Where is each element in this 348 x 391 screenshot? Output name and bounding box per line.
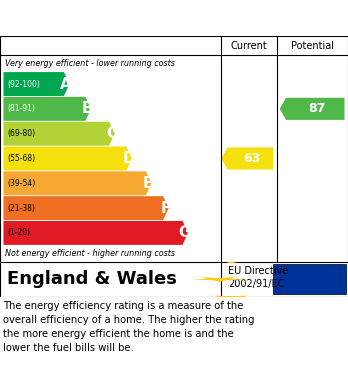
Text: EU Directive
2002/91/EC: EU Directive 2002/91/EC	[228, 266, 288, 289]
Text: Potential: Potential	[291, 41, 334, 50]
Text: G: G	[179, 226, 191, 240]
Polygon shape	[3, 122, 115, 145]
Text: England & Wales: England & Wales	[7, 270, 177, 288]
Polygon shape	[3, 196, 169, 220]
Text: Not energy efficient - higher running costs: Not energy efficient - higher running co…	[5, 249, 175, 258]
Text: (55-68): (55-68)	[8, 154, 36, 163]
Text: 63: 63	[244, 152, 261, 165]
Bar	[273, 264, 346, 294]
Text: Very energy efficient - lower running costs: Very energy efficient - lower running co…	[5, 59, 175, 68]
Text: (1-20): (1-20)	[8, 228, 31, 237]
Polygon shape	[3, 97, 91, 121]
Polygon shape	[221, 147, 273, 170]
Polygon shape	[3, 147, 132, 170]
Polygon shape	[204, 296, 259, 300]
Text: Current: Current	[230, 41, 267, 50]
Text: A: A	[60, 77, 72, 91]
Polygon shape	[327, 309, 348, 314]
Polygon shape	[3, 171, 151, 195]
Text: D: D	[122, 151, 135, 166]
Polygon shape	[280, 98, 345, 120]
Text: F: F	[160, 201, 171, 215]
Polygon shape	[327, 246, 348, 250]
Text: (69-80): (69-80)	[8, 129, 36, 138]
Polygon shape	[282, 240, 337, 245]
Text: (92-100): (92-100)	[8, 79, 40, 88]
Text: E: E	[143, 176, 153, 191]
Polygon shape	[237, 309, 292, 314]
Polygon shape	[3, 72, 70, 96]
Text: Energy Efficiency Rating: Energy Efficiency Rating	[7, 11, 228, 25]
Text: (39-54): (39-54)	[8, 179, 36, 188]
Polygon shape	[282, 314, 337, 318]
Polygon shape	[191, 277, 247, 282]
Text: 87: 87	[308, 102, 326, 115]
Text: C: C	[106, 126, 117, 141]
Text: (81-91): (81-91)	[8, 104, 35, 113]
Polygon shape	[237, 246, 292, 250]
Polygon shape	[3, 221, 188, 245]
Polygon shape	[204, 259, 259, 264]
Text: B: B	[82, 101, 94, 117]
Text: The energy efficiency rating is a measure of the
overall efficiency of a home. T: The energy efficiency rating is a measur…	[3, 301, 255, 353]
Text: (21-38): (21-38)	[8, 204, 35, 213]
